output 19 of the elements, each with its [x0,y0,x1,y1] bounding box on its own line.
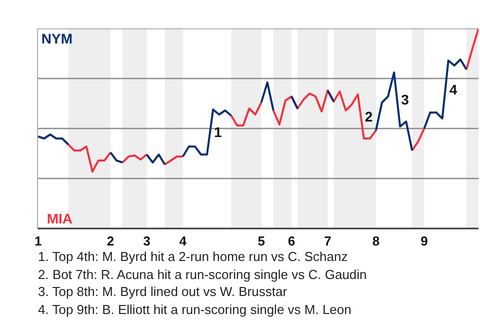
x-tick-label: 9 [420,234,428,248]
x-tick-label: 7 [324,234,332,248]
text: 2. Bot 7th: R. Acuna hit a run-scoring single vs C. Gaudin [38,266,367,282]
annotation: 1 [214,124,222,140]
annotation: 3 [401,92,410,108]
x-tick-label: 2 [106,234,114,248]
annotation: MIA [46,210,73,226]
x-tick-label: 4 [179,234,188,248]
x-tick-label: 5 [258,234,265,248]
x-tick-label: 1 [34,234,42,248]
x-tick-label: 6 [288,234,296,248]
annotation: 4 [449,82,458,98]
annotation: NYM [41,30,73,46]
text: 4. Top 9th: B. Elliott hit a run-scoring single vs M. Leon [38,302,352,316]
x-tick-label: 8 [372,234,380,248]
annotation: 2 [364,108,373,124]
x-tick-label: 3 [143,234,150,248]
text: 3. Top 8th: M. Byrd lined out vs W. Brusstar [38,284,288,299]
text: 1. Top 4th: M. Byrd hit a 2-run home run vs C. Schanz [38,249,348,264]
